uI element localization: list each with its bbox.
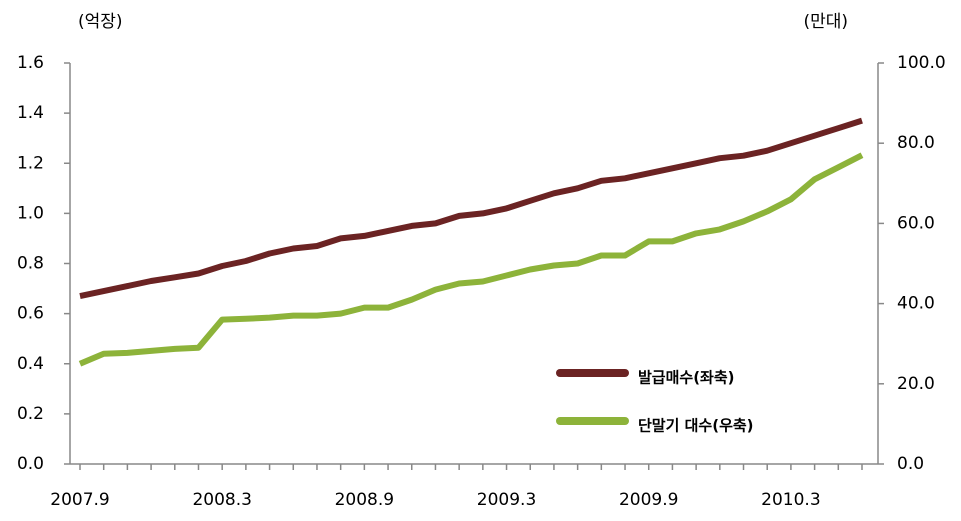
- y-tick-label: 1.4: [17, 103, 44, 123]
- y-unit-label: (억장): [78, 12, 123, 32]
- series-line: [79, 117, 863, 300]
- legend-label: 단말기 대수(우축): [638, 417, 754, 435]
- legend-label: 발급매수(좌축): [638, 369, 735, 387]
- x-tick-label: 2009.3: [477, 490, 536, 510]
- y-tick-label: 0.4: [17, 354, 44, 374]
- y2-unit-label: (만대): [803, 12, 848, 32]
- y2-tick-label: 60.0: [897, 213, 935, 233]
- x-tick-label: 2007.9: [50, 490, 109, 510]
- y-tick-label: 1.2: [17, 153, 44, 173]
- y-tick-label: 0.6: [17, 304, 44, 324]
- y-tick-label: 0.2: [17, 404, 44, 424]
- series-line: [78, 152, 864, 367]
- y-tick-label: 1.0: [17, 203, 44, 223]
- y2-tick-label: 20.0: [897, 374, 935, 394]
- x-tick-label: 2008.9: [335, 490, 394, 510]
- y-tick-label: 0.8: [17, 254, 44, 274]
- x-tick-label: 2009.9: [619, 490, 678, 510]
- y2-tick-label: 100.0: [897, 53, 946, 73]
- y-tick-label: 0.0: [17, 454, 44, 474]
- x-tick-label: 2010.3: [761, 490, 820, 510]
- y-tick-label: 1.6: [17, 53, 44, 73]
- y2-tick-label: 0.0: [897, 454, 924, 474]
- y2-tick-label: 40.0: [897, 294, 935, 314]
- x-tick-label: 2008.3: [192, 490, 251, 510]
- y2-tick-label: 80.0: [897, 133, 935, 153]
